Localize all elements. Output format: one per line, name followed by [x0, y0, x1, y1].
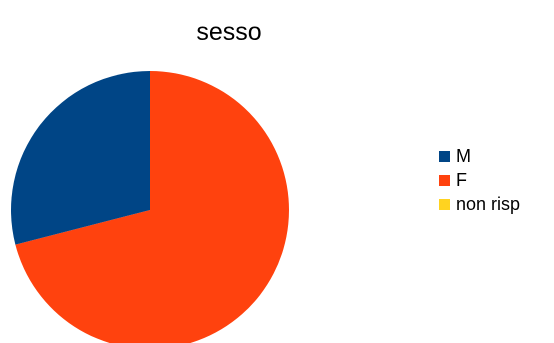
pie — [11, 71, 289, 343]
legend-label-f: F — [456, 170, 467, 190]
legend-swatch-m — [439, 151, 450, 162]
pie-slice-m — [11, 71, 151, 245]
legend-label-m: M — [456, 146, 471, 166]
legend-swatch-non-risp — [439, 199, 450, 210]
chart-title: sesso — [196, 18, 261, 46]
legend-label-non-risp: non risp — [456, 194, 520, 214]
legend-swatch-f — [439, 175, 450, 186]
pie-slice-f — [15, 71, 289, 343]
